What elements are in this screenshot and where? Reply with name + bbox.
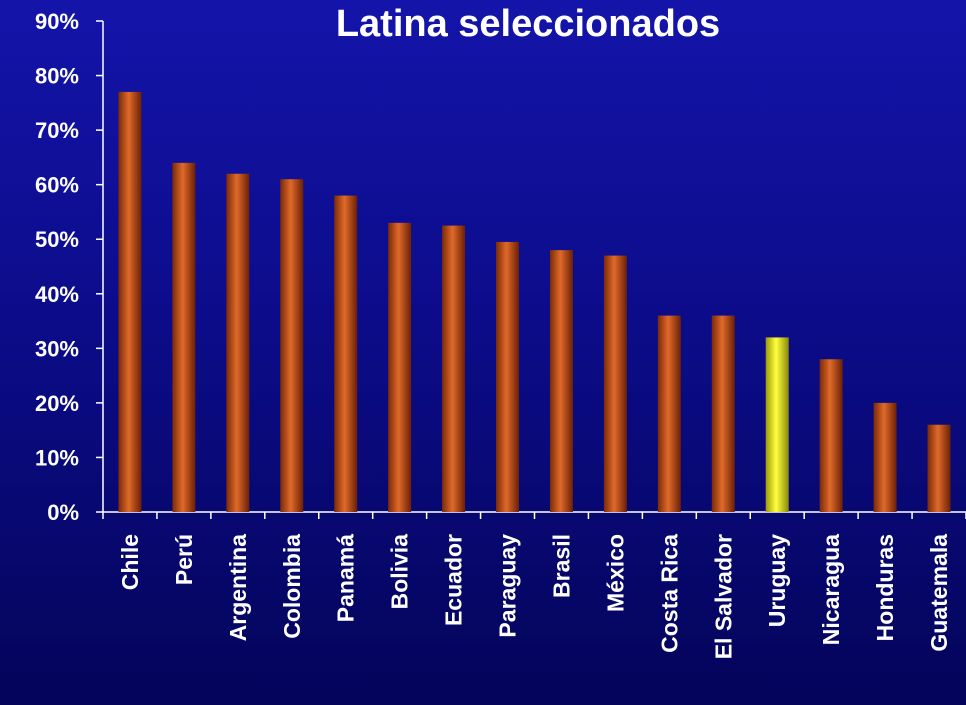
chart-title: Latina seleccionados: [336, 3, 720, 45]
bar-panamá: [334, 195, 358, 513]
x-tick-label: Bolivia: [387, 534, 413, 610]
y-axis-ticks: 0% 10% 20% 30% 40% 50% 60% 70% 80% 90%: [35, 9, 103, 525]
y-tick-label: 10%: [35, 445, 79, 470]
bar-guatemala: [927, 424, 951, 512]
x-tick-label: Honduras: [872, 534, 898, 641]
bars: [118, 91, 951, 513]
bar-méxico: [603, 255, 627, 513]
y-tick-label: 70%: [35, 118, 79, 143]
bar-costa-rica: [657, 315, 681, 512]
bar-perú: [172, 162, 196, 512]
y-tick-label: 20%: [35, 391, 79, 416]
bar-paraguay: [496, 241, 520, 512]
bar-chile: [118, 91, 142, 512]
x-tick-label: Ecuador: [441, 534, 467, 626]
x-tick-label: Uruguay: [764, 534, 790, 628]
bar-brasil: [549, 250, 573, 512]
x-tick-label: Panamá: [333, 534, 359, 622]
bar-argentina: [226, 173, 250, 512]
bar-honduras: [873, 402, 897, 512]
y-tick-label: 40%: [35, 282, 79, 307]
bar-uruguay: [765, 337, 789, 512]
bar-ecuador: [442, 225, 466, 513]
y-tick-label: 60%: [35, 173, 79, 198]
y-tick-label: 30%: [35, 336, 79, 361]
x-tick-label: Perú: [171, 534, 197, 585]
bar-bolivia: [388, 222, 412, 512]
y-tick-label: 90%: [35, 9, 79, 34]
x-tick-label: Argentina: [225, 534, 251, 642]
x-tick-label: Paraguay: [495, 534, 521, 638]
bar-nicaragua: [819, 359, 843, 512]
x-tick-label: México: [602, 534, 628, 612]
bar-el-salvador: [711, 315, 735, 512]
y-tick-label: 50%: [35, 227, 79, 252]
x-tick-label: Brasil: [548, 534, 574, 598]
x-tick-label: Costa Rica: [656, 534, 682, 653]
x-tick-label: Nicaragua: [818, 534, 844, 645]
bar-colombia: [280, 179, 304, 512]
y-tick-label: 80%: [35, 64, 79, 89]
x-tick-label: Colombia: [279, 534, 305, 639]
x-axis-labels: Chile Perú Argentina Colombia Panamá Bolivia E…: [117, 534, 952, 659]
x-tick-label: Guatemala: [926, 534, 952, 652]
y-tick-label: 0%: [47, 500, 79, 525]
x-tick-label: El Salvador: [710, 534, 736, 659]
x-tick-label: Chile: [117, 534, 143, 590]
